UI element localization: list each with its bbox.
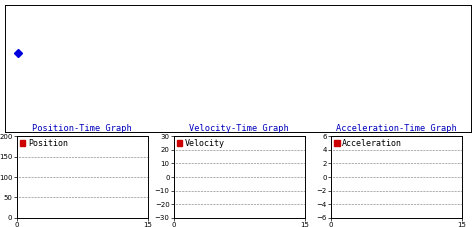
Text: Position-Time Graph: Position-Time Graph [32, 124, 132, 133]
Text: Velocity-Time Graph: Velocity-Time Graph [189, 124, 289, 133]
Legend: Acceleration: Acceleration [333, 138, 403, 149]
Legend: Position: Position [19, 138, 69, 149]
Legend: Velocity: Velocity [176, 138, 226, 149]
Text: Acceleration-Time Graph: Acceleration-Time Graph [336, 124, 456, 133]
